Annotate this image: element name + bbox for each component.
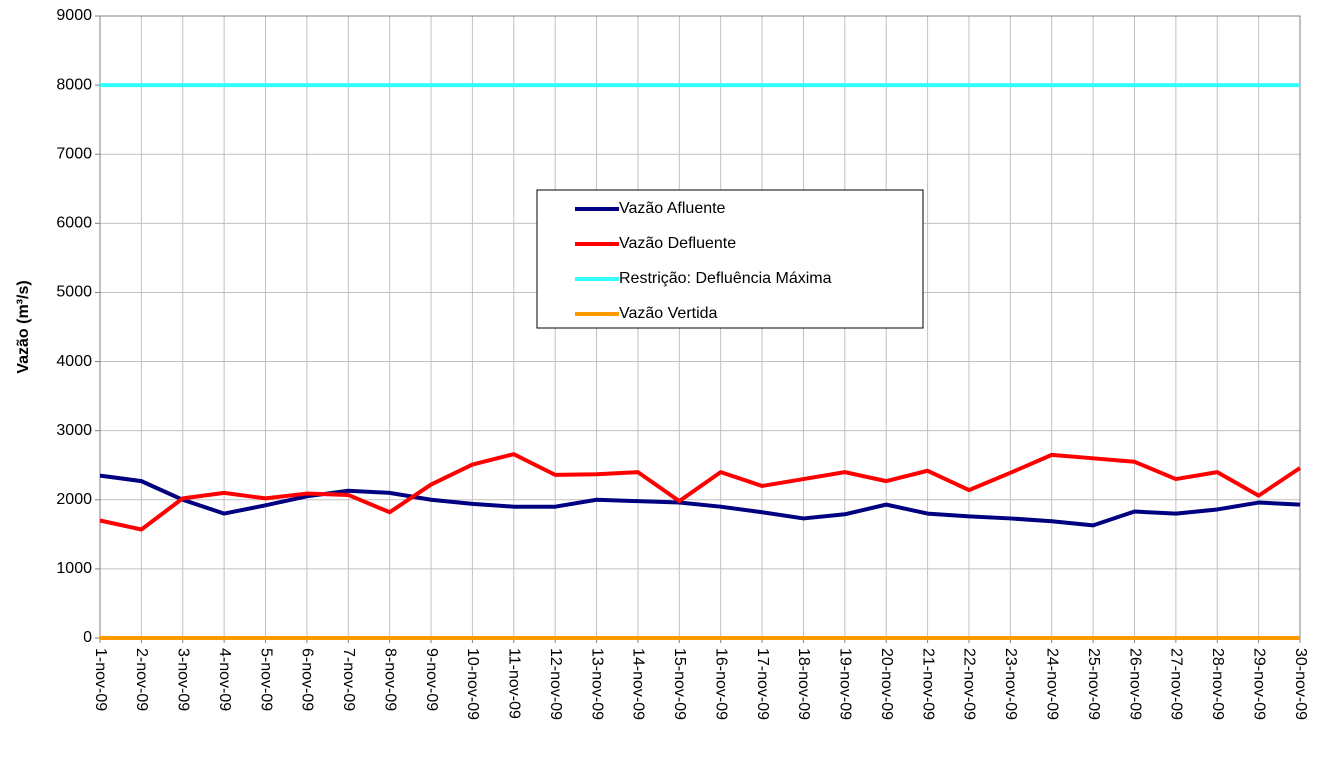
x-tick-label: 27-nov-09 xyxy=(1168,648,1185,720)
x-tick-label: 5-nov-09 xyxy=(257,648,274,711)
x-tick-label: 14-nov-09 xyxy=(630,648,647,720)
legend-label: Restrição: Defluência Máxima xyxy=(619,270,832,287)
y-tick-label: 4000 xyxy=(56,353,92,370)
x-tick-label: 23-nov-09 xyxy=(1002,648,1019,720)
y-tick-label: 1000 xyxy=(56,560,92,577)
y-tick-label: 7000 xyxy=(56,145,92,162)
y-axis-label: Vazão (m³/s) xyxy=(15,280,32,373)
x-tick-label: 9-nov-09 xyxy=(423,648,440,711)
y-tick-label: 0 xyxy=(83,629,92,646)
y-tick-label: 2000 xyxy=(56,491,92,508)
x-tick-label: 7-nov-09 xyxy=(340,648,357,711)
y-tick-label: 3000 xyxy=(56,422,92,439)
x-tick-label: 26-nov-09 xyxy=(1126,648,1143,720)
x-tick-label: 28-nov-09 xyxy=(1209,648,1226,720)
x-tick-label: 8-nov-09 xyxy=(381,648,398,711)
legend-box xyxy=(536,189,924,329)
x-tick-label: 30-nov-09 xyxy=(1292,648,1309,720)
x-tick-label: 2-nov-09 xyxy=(133,648,150,711)
x-tick-label: 4-nov-09 xyxy=(216,648,233,711)
x-tick-label: 17-nov-09 xyxy=(754,648,771,720)
series-line xyxy=(99,473,1301,528)
x-tick-label: 16-nov-09 xyxy=(712,648,729,720)
y-tick-label: 8000 xyxy=(56,76,92,93)
x-tick-label: 25-nov-09 xyxy=(1085,648,1102,720)
x-tick-label: 15-nov-09 xyxy=(671,648,688,720)
legend-label: Vazão Defluente xyxy=(619,235,736,252)
x-tick-label: 21-nov-09 xyxy=(919,648,936,720)
x-tick-label: 19-nov-09 xyxy=(837,648,854,720)
y-tick-label: 5000 xyxy=(56,284,92,301)
x-tick-label: 12-nov-09 xyxy=(547,648,564,720)
x-tick-label: 10-nov-09 xyxy=(464,648,481,720)
x-tick-label: 1-nov-09 xyxy=(92,648,109,711)
x-tick-label: 6-nov-09 xyxy=(299,648,316,711)
x-tick-label: 3-nov-09 xyxy=(175,648,192,711)
x-tick-label: 11-nov-09 xyxy=(506,648,523,719)
x-tick-label: 13-nov-09 xyxy=(588,648,605,720)
x-tick-label: 18-nov-09 xyxy=(795,648,812,720)
x-tick-label: 20-nov-09 xyxy=(878,648,895,720)
x-tick-label: 22-nov-09 xyxy=(961,648,978,720)
series-line xyxy=(99,452,1302,532)
x-tick-label: 29-nov-09 xyxy=(1250,648,1267,720)
legend: Vazão Afluente Vazão Defluente Restrição: … xyxy=(536,189,924,329)
x-tick-label: 24-nov-09 xyxy=(1043,648,1060,720)
legend-label: Vazão Vertida xyxy=(619,305,718,322)
y-tick-label: 6000 xyxy=(56,215,92,232)
y-tick-label: 9000 xyxy=(56,7,92,24)
legend-label: Vazão Afluente xyxy=(619,200,726,217)
